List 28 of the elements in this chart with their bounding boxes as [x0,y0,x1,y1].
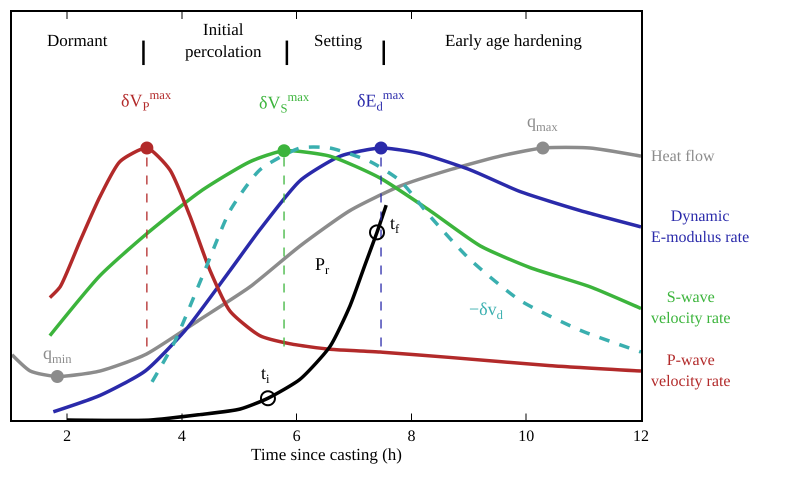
annotation: −δv$_{d}$ [469,299,504,322]
point [260,390,276,406]
x-tick-label: 10 [518,428,534,445]
text: Dormant [47,31,108,50]
x-axis-title: Time since casting (h) [251,444,402,464]
x-tick-label: 6 [292,428,301,445]
series-label: P-wave velocity rate [651,352,731,390]
annotation: P$_{r}$ [315,254,330,277]
annotation: q$_{max}$ [527,111,558,134]
point [140,142,154,154]
x-tick-label: 8 [407,428,416,445]
x-tick-label: 4 [178,428,186,445]
annotation: q$_{min}$ [43,343,72,366]
x-tick-label: 2 [63,428,72,445]
text: Early age hardening [445,31,582,50]
series-label: S-wave velocity rate [651,289,731,327]
point [374,142,388,154]
annotation: t$_{f}$ [390,213,400,236]
x-tick-label: 12 [633,428,649,445]
series-label: Heat flow [651,148,715,165]
text: Setting [314,31,363,50]
point [50,370,64,383]
text: Initial percolation [185,20,262,62]
annotation: t$_{i}$ [261,363,270,386]
point [536,142,550,154]
point [369,224,385,240]
point [278,144,291,158]
series-label: Dynamic E-modulus rate [651,208,750,246]
